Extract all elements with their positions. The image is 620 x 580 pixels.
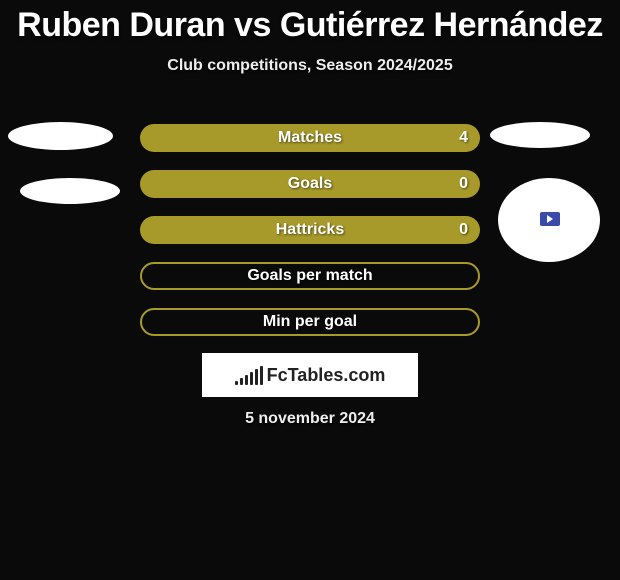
ellipse-top-right <box>490 122 590 148</box>
stat-row: Hattricks 0 <box>140 216 480 244</box>
ellipse-mid-left <box>20 178 120 204</box>
stat-value: 4 <box>459 129 468 147</box>
logo-text: FcTables.com <box>267 365 386 386</box>
logo-bar-icon <box>240 378 243 385</box>
stat-label: Min per goal <box>263 313 357 331</box>
date-line: 5 november 2024 <box>0 410 620 428</box>
stat-value: 0 <box>459 221 468 239</box>
stat-label: Matches <box>278 129 342 147</box>
play-badge-icon[interactable] <box>540 212 560 226</box>
stat-row: Goals 0 <box>140 170 480 198</box>
logo-bar-icon <box>245 375 248 385</box>
stats-container: Matches 4 Goals 0 Hattricks 0 Goals per match M… <box>140 124 480 354</box>
ellipse-top-left <box>8 122 113 150</box>
page-title: Ruben Duran vs Gutiérrez Hernández <box>0 0 620 45</box>
logo-bar-icon <box>250 372 253 385</box>
logo-bar-icon <box>255 369 258 385</box>
logo-bar-icon <box>235 381 238 385</box>
logo-inner: FcTables.com <box>235 365 386 386</box>
logo-bar-icon <box>260 366 263 385</box>
stat-row: Goals per match <box>140 262 480 290</box>
logo-bars-icon <box>235 366 263 385</box>
stat-label: Goals <box>288 175 332 193</box>
stat-label: Goals per match <box>247 267 372 285</box>
stat-label: Hattricks <box>276 221 344 239</box>
stat-row: Matches 4 <box>140 124 480 152</box>
logo-box[interactable]: FcTables.com <box>202 353 418 397</box>
subtitle: Club competitions, Season 2024/2025 <box>0 57 620 75</box>
stat-row: Min per goal <box>140 308 480 336</box>
play-triangle-icon <box>547 215 553 223</box>
stat-value: 0 <box>459 175 468 193</box>
